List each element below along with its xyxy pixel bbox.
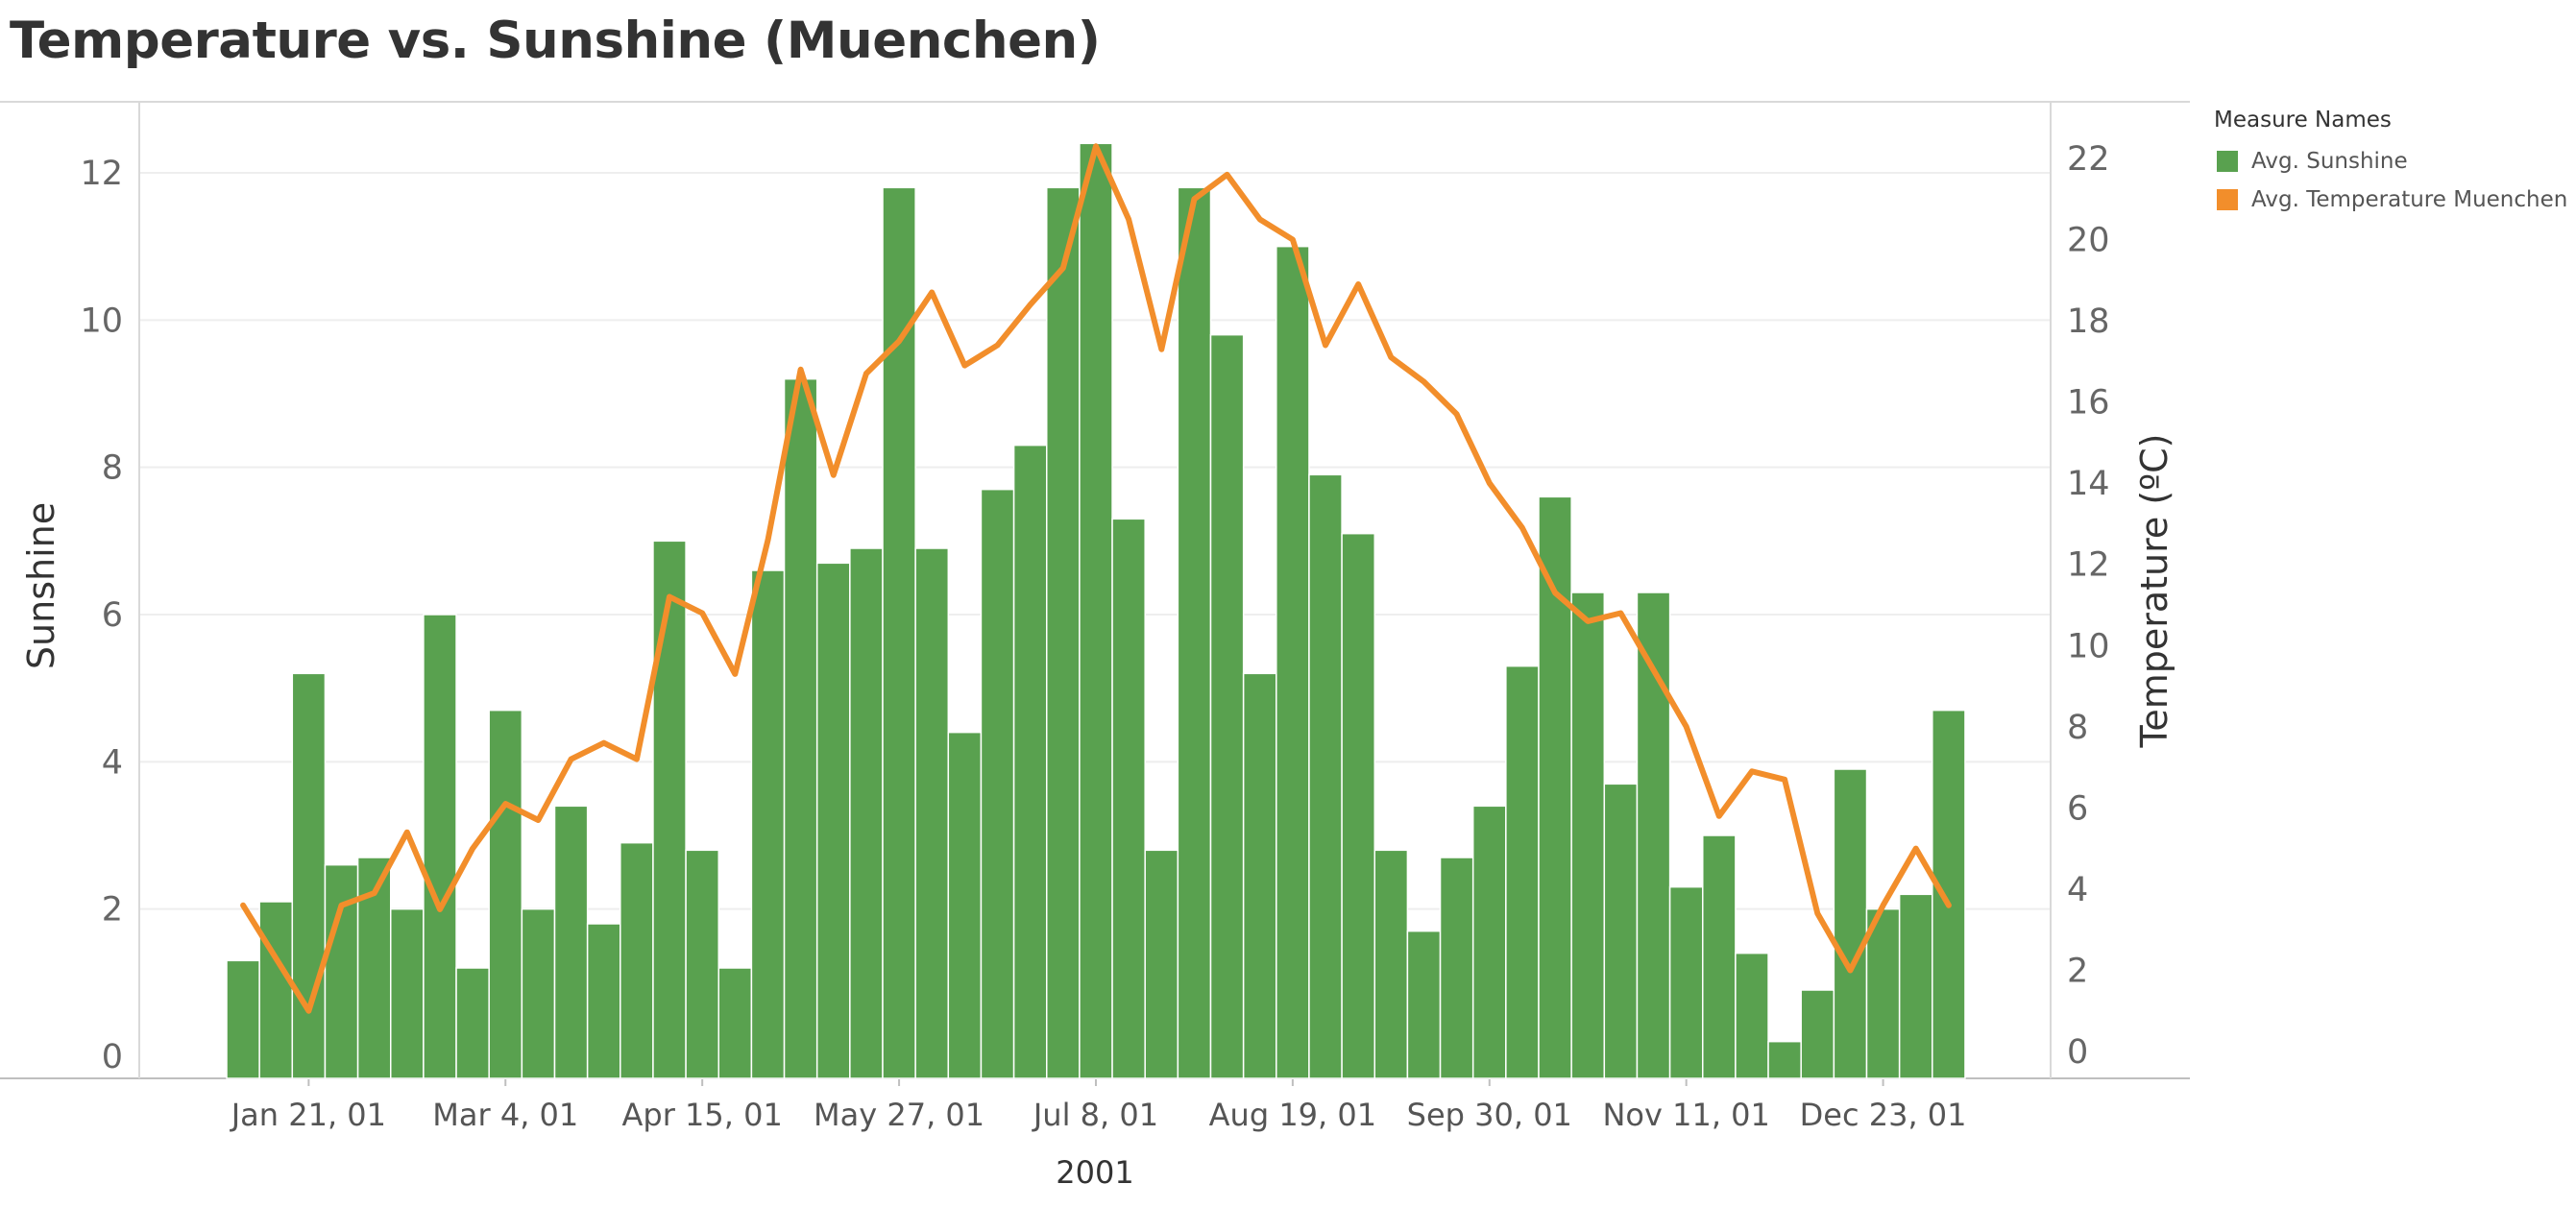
sunshine-bar[interactable] [1079,142,1113,1079]
sunshine-bar[interactable] [1341,532,1375,1079]
y-right-tick-label: 22 [2067,140,2110,179]
sunshine-bar[interactable] [455,967,490,1079]
sunshine-bar[interactable] [1538,495,1572,1079]
y-left-tick-label: 10 [80,302,123,340]
sunshine-bar[interactable] [685,849,719,1079]
chart-title: Temperature vs. Sunshine (Muenchen) [10,12,1101,70]
x-tick-label: Mar 4, 01 [432,1097,578,1133]
sunshine-bar[interactable] [1439,857,1474,1079]
legend-item-temperature[interactable]: Avg. Temperature Muenchen [2214,181,2567,219]
legend-swatch-sunshine [2217,151,2238,172]
sunshine-bar[interactable] [1012,444,1048,1079]
sunshine-bar[interactable] [226,959,260,1079]
sunshine-bar[interactable] [1144,849,1179,1079]
sunshine-bar[interactable] [1111,518,1146,1079]
sunshine-bar[interactable] [980,488,1015,1079]
sunshine-bar[interactable] [750,569,786,1079]
y-right-tick-label: 20 [2067,222,2110,260]
sunshine-bar[interactable] [783,377,818,1079]
sunshine-bars [226,142,1966,1079]
y-right-tick-label: 8 [2067,709,2088,747]
y-right-tick-label: 16 [2067,384,2110,423]
sunshine-bar[interactable] [553,805,589,1079]
sunshine-bar[interactable] [1767,1040,1802,1079]
x-axis-title: 2001 [1056,1154,1133,1191]
sunshine-bar[interactable] [258,901,294,1079]
sunshine-bar[interactable] [1505,664,1540,1079]
sunshine-bar[interactable] [1932,709,1966,1079]
legend-title: Measure Names [2214,108,2392,133]
x-tick-label: Sep 30, 01 [1407,1097,1572,1133]
sunshine-bar[interactable] [1209,333,1245,1079]
y-right-tick-label: 18 [2067,302,2110,341]
y-axis-left-title: Sunshine [20,502,62,669]
sunshine-bar[interactable] [488,709,523,1079]
y-left-tick-label: 2 [102,891,123,930]
y-left-tick-label: 0 [102,1038,123,1076]
sunshine-bar[interactable] [1276,245,1310,1079]
y-left-tick-label: 8 [102,449,123,488]
sunshine-bar[interactable] [1735,952,1769,1079]
x-tick-label: Jan 21, 01 [230,1097,386,1133]
x-tick-label: Dec 23, 01 [1800,1097,1967,1133]
y-right-tick-label: 4 [2067,871,2088,909]
sunshine-bar[interactable] [1308,473,1343,1079]
sunshine-bar[interactable] [1800,989,1835,1079]
sunshine-bar[interactable] [815,562,851,1079]
sunshine-bar[interactable] [1406,930,1442,1079]
temperature-line [240,143,1952,1014]
sunshine-bar[interactable] [1242,672,1277,1079]
sunshine-bar[interactable] [324,863,359,1079]
sunshine-bar[interactable] [1373,849,1409,1079]
sunshine-bar[interactable] [1898,893,1933,1079]
legend-item-sunshine[interactable]: Avg. Sunshine [2214,142,2567,181]
legend: Measure Names Avg. Sunshine Avg. Tempera… [2214,108,2567,219]
sunshine-bar[interactable] [947,731,983,1079]
y-left-tick-label: 6 [102,596,123,635]
y-right-tick-label: 2 [2067,952,2088,990]
sunshine-bar[interactable] [914,547,950,1079]
y-right-tick-label: 14 [2067,465,2110,503]
x-tick-label: Jul 8, 01 [1032,1097,1158,1133]
sunshine-bar[interactable] [1702,834,1737,1079]
sunshine-bar[interactable] [1833,768,1868,1079]
sunshine-bar[interactable] [1668,885,1704,1079]
y-right-tick-label: 12 [2067,546,2110,585]
sunshine-bar[interactable] [652,540,687,1079]
axis-labels: Sunshine Temperature (ºC) 2001 [20,434,2175,1191]
x-tick-label: Apr 15, 01 [622,1097,783,1133]
legend-label-temperature: Avg. Temperature Muenchen [2251,187,2568,212]
sunshine-bar[interactable] [1603,783,1639,1079]
legend-label-sunshine: Avg. Sunshine [2251,149,2408,174]
sunshine-bar[interactable] [1046,186,1081,1079]
y-right-tick-label: 6 [2067,789,2088,828]
y-right-tick-label: 0 [2067,1033,2088,1072]
sunshine-bar[interactable] [390,907,425,1079]
y-axis-right-title: Temperature (ºC) [2133,434,2175,749]
sunshine-bar[interactable] [1177,186,1212,1079]
legend-swatch-temperature [2217,189,2238,210]
sunshine-bar[interactable] [291,672,327,1079]
temperature-series-line[interactable] [240,143,1952,1014]
sunshine-bar[interactable] [620,841,654,1079]
sunshine-bar[interactable] [1570,592,1606,1079]
sunshine-bar[interactable] [1471,805,1507,1079]
x-tick-label: Nov 11, 01 [1602,1097,1769,1133]
sunshine-bar[interactable] [521,907,556,1079]
sunshine-bar[interactable] [586,923,621,1079]
sunshine-bar[interactable] [849,547,884,1079]
sunshine-bar[interactable] [717,967,753,1079]
sunshine-bar[interactable] [423,614,457,1079]
y-right-tick-label: 10 [2067,627,2110,665]
y-left-tick-label: 12 [80,155,123,193]
y-left-tick-label: 4 [102,743,123,782]
x-tick-label: Aug 19, 01 [1209,1097,1376,1133]
x-tick-label: May 27, 01 [814,1097,984,1133]
